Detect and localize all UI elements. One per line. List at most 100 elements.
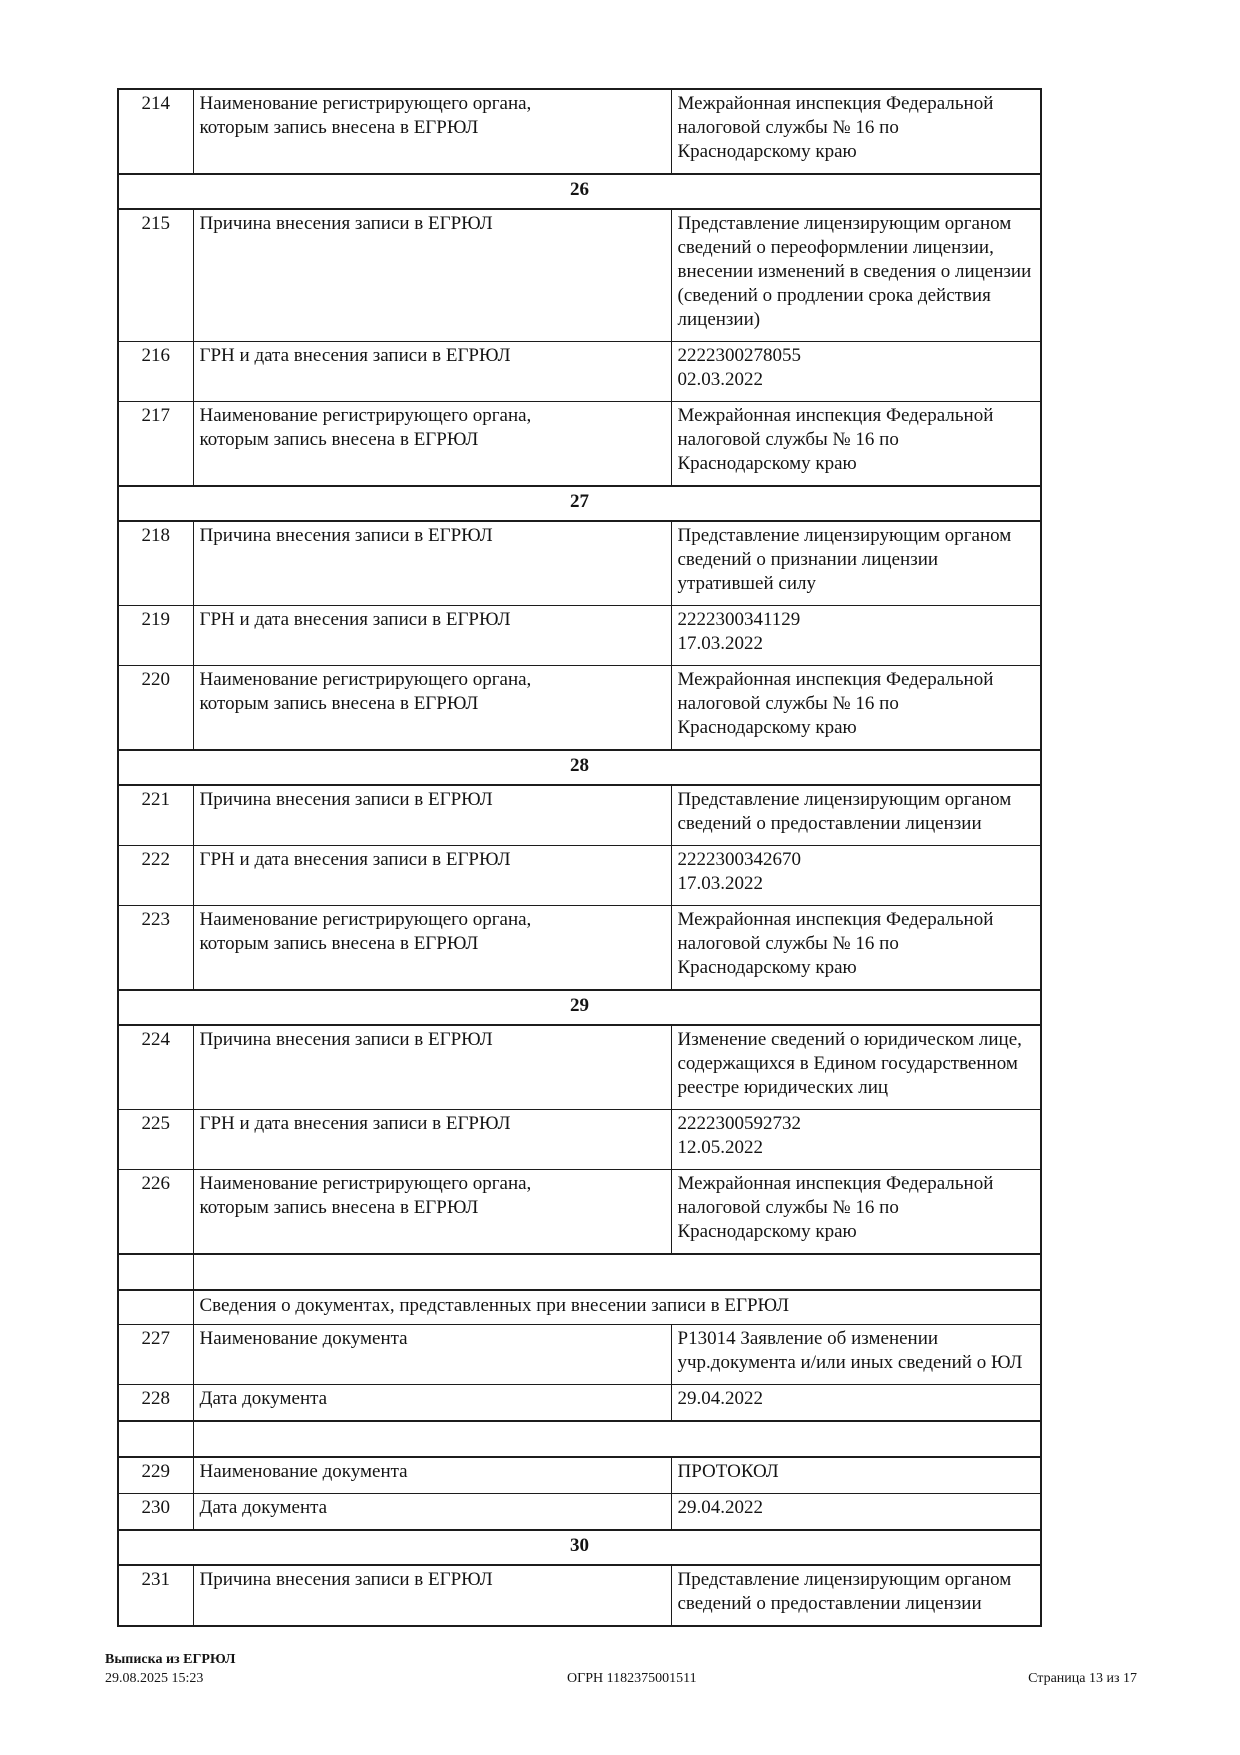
record-group-number: 30 [117, 1529, 1042, 1566]
record-row: 226 Наименование регистрирующего органа, … [117, 1169, 1042, 1255]
record-field-value: Межрайонная инспекция Федеральной налого… [670, 665, 1042, 751]
record-row: 220 Наименование регистрирующего органа, … [117, 665, 1042, 751]
record-number-cell: 224 [117, 1024, 194, 1110]
footer-ogrn: ОГРН 1182375001511 [567, 1671, 697, 1686]
record-field-label: Причина внесения записи в ЕГРЮЛ [192, 520, 672, 606]
record-number-cell: 218 [117, 520, 194, 606]
spacer-number-cell [117, 1253, 194, 1291]
record-field-label: Наименование регистрирующего органа, кот… [192, 401, 672, 487]
documents-section-header-row: Сведения о документах, представленных пр… [117, 1289, 1042, 1325]
record-field-value: Представление лицензирующим органом свед… [670, 1564, 1042, 1627]
spacer-number-cell [117, 1420, 194, 1458]
record-field-value: Межрайонная инспекция Федеральной налого… [670, 905, 1042, 991]
record-row: 230 Дата документа 29.04.2022 [117, 1493, 1042, 1531]
record-number-cell: 226 [117, 1169, 194, 1255]
record-field-value: Представление лицензирующим органом свед… [670, 784, 1042, 846]
record-field-value: Представление лицензирующим органом свед… [670, 520, 1042, 606]
record-field-value: Межрайонная инспекция Федеральной налого… [670, 88, 1042, 175]
record-field-value: ПРОТОКОЛ [670, 1456, 1042, 1494]
egrul-records-table: 214 Наименование регистрирующего органа, … [117, 88, 1042, 1627]
record-row: 228 Дата документа 29.04.2022 [117, 1384, 1042, 1422]
record-field-label: Наименование регистрирующего органа, кот… [192, 1169, 672, 1255]
record-field-value: Межрайонная инспекция Федеральной налого… [670, 1169, 1042, 1255]
record-field-label: Наименование регистрирующего органа, кот… [192, 665, 672, 751]
record-field-label: Наименование документа [192, 1324, 672, 1385]
record-field-label: Причина внесения записи в ЕГРЮЛ [192, 1564, 672, 1627]
record-number-cell: 217 [117, 401, 194, 487]
record-number-cell: 229 [117, 1456, 194, 1494]
record-field-value: Представление лицензирующим органом свед… [670, 208, 1042, 342]
record-field-label: Причина внесения записи в ЕГРЮЛ [192, 208, 672, 342]
record-field-value: 2222300278055 02.03.2022 [670, 341, 1042, 402]
record-field-label: Дата документа [192, 1493, 672, 1531]
record-row: 231 Причина внесения записи в ЕГРЮЛ Предст… [117, 1564, 1042, 1627]
record-field-value: 2222300341129 17.03.2022 [670, 605, 1042, 666]
record-field-value: Р13014 Заявление об изменении учр.докуме… [670, 1324, 1042, 1385]
footer-doc-type: Выписка из ЕГРЮЛ [105, 1652, 236, 1667]
record-group-number-row: 26 [117, 173, 1042, 210]
record-number-cell: 221 [117, 784, 194, 846]
record-row: 215 Причина внесения записи в ЕГРЮЛ Предст… [117, 208, 1042, 342]
record-number-cell: 222 [117, 845, 194, 906]
record-field-value: 29.04.2022 [670, 1384, 1042, 1422]
record-number-cell: 223 [117, 905, 194, 991]
spacer-row [117, 1253, 1042, 1291]
record-group-number-row: 27 [117, 485, 1042, 522]
record-row: 219 ГРН и дата внесения записи в ЕГРЮЛ 222… [117, 605, 1042, 666]
record-field-value: Изменение сведений о юридическом лице, с… [670, 1024, 1042, 1110]
spacer-cell [192, 1420, 1042, 1458]
record-field-label: ГРН и дата внесения записи в ЕГРЮЛ [192, 605, 672, 666]
record-row: 221 Причина внесения записи в ЕГРЮЛ Предст… [117, 784, 1042, 846]
documents-header-number-cell [117, 1289, 194, 1325]
record-field-label: Наименование документа [192, 1456, 672, 1494]
footer-datetime: 29.08.2025 15:23 [105, 1671, 204, 1686]
record-row: 218 Причина внесения записи в ЕГРЮЛ Предст… [117, 520, 1042, 606]
record-group-number: 27 [117, 485, 1042, 522]
footer: Выписка из ЕГРЮЛ 29.08.2025 15:23 ОГРН 1… [105, 1650, 1137, 1688]
footer-left-block: Выписка из ЕГРЮЛ 29.08.2025 15:23 [105, 1650, 235, 1688]
record-field-value: Межрайонная инспекция Федеральной налого… [670, 401, 1042, 487]
record-number-cell: 220 [117, 665, 194, 751]
record-row: 214 Наименование регистрирующего органа, … [117, 88, 1042, 175]
record-group-number-row: 29 [117, 989, 1042, 1026]
footer-page-indicator: Страница 13 из 17 [1028, 1671, 1137, 1686]
record-row: 217 Наименование регистрирующего органа, … [117, 401, 1042, 487]
record-group-number: 26 [117, 173, 1042, 210]
record-number-cell: 231 [117, 1564, 194, 1627]
record-field-value: 2222300342670 17.03.2022 [670, 845, 1042, 906]
record-row: 222 ГРН и дата внесения записи в ЕГРЮЛ 222… [117, 845, 1042, 906]
record-row: 223 Наименование регистрирующего органа, … [117, 905, 1042, 991]
record-number-cell: 216 [117, 341, 194, 402]
record-field-value: 2222300592732 12.05.2022 [670, 1109, 1042, 1170]
record-field-label: Дата документа [192, 1384, 672, 1422]
record-field-label: ГРН и дата внесения записи в ЕГРЮЛ [192, 341, 672, 402]
record-number-cell: 214 [117, 88, 194, 175]
record-number-cell: 225 [117, 1109, 194, 1170]
record-field-label: ГРН и дата внесения записи в ЕГРЮЛ [192, 1109, 672, 1170]
record-field-label: Причина внесения записи в ЕГРЮЛ [192, 1024, 672, 1110]
record-row: 229 Наименование документа ПРОТОКОЛ [117, 1456, 1042, 1494]
record-field-label: Причина внесения записи в ЕГРЮЛ [192, 784, 672, 846]
record-row: 225 ГРН и дата внесения записи в ЕГРЮЛ 222… [117, 1109, 1042, 1170]
spacer-cell [192, 1253, 1042, 1291]
record-field-label: ГРН и дата внесения записи в ЕГРЮЛ [192, 845, 672, 906]
documents-section-header: Сведения о документах, представленных пр… [192, 1289, 1042, 1325]
record-group-number-row: 28 [117, 749, 1042, 786]
record-field-label: Наименование регистрирующего органа, кот… [192, 905, 672, 991]
spacer-row [117, 1420, 1042, 1458]
record-number-cell: 215 [117, 208, 194, 342]
record-number-cell: 228 [117, 1384, 194, 1422]
record-row: 216 ГРН и дата внесения записи в ЕГРЮЛ 222… [117, 341, 1042, 402]
record-number-cell: 227 [117, 1324, 194, 1385]
egrul-records-body: 214 Наименование регистрирующего органа, … [117, 88, 1042, 1627]
record-group-number-row: 30 [117, 1529, 1042, 1566]
record-row: 224 Причина внесения записи в ЕГРЮЛ Измене… [117, 1024, 1042, 1110]
record-field-value: 29.04.2022 [670, 1493, 1042, 1531]
record-field-label: Наименование регистрирующего органа, кот… [192, 88, 672, 175]
record-group-number: 29 [117, 989, 1042, 1026]
record-group-number: 28 [117, 749, 1042, 786]
record-row: 227 Наименование документа Р13014 Заявлени… [117, 1324, 1042, 1385]
record-number-cell: 230 [117, 1493, 194, 1531]
record-number-cell: 219 [117, 605, 194, 666]
